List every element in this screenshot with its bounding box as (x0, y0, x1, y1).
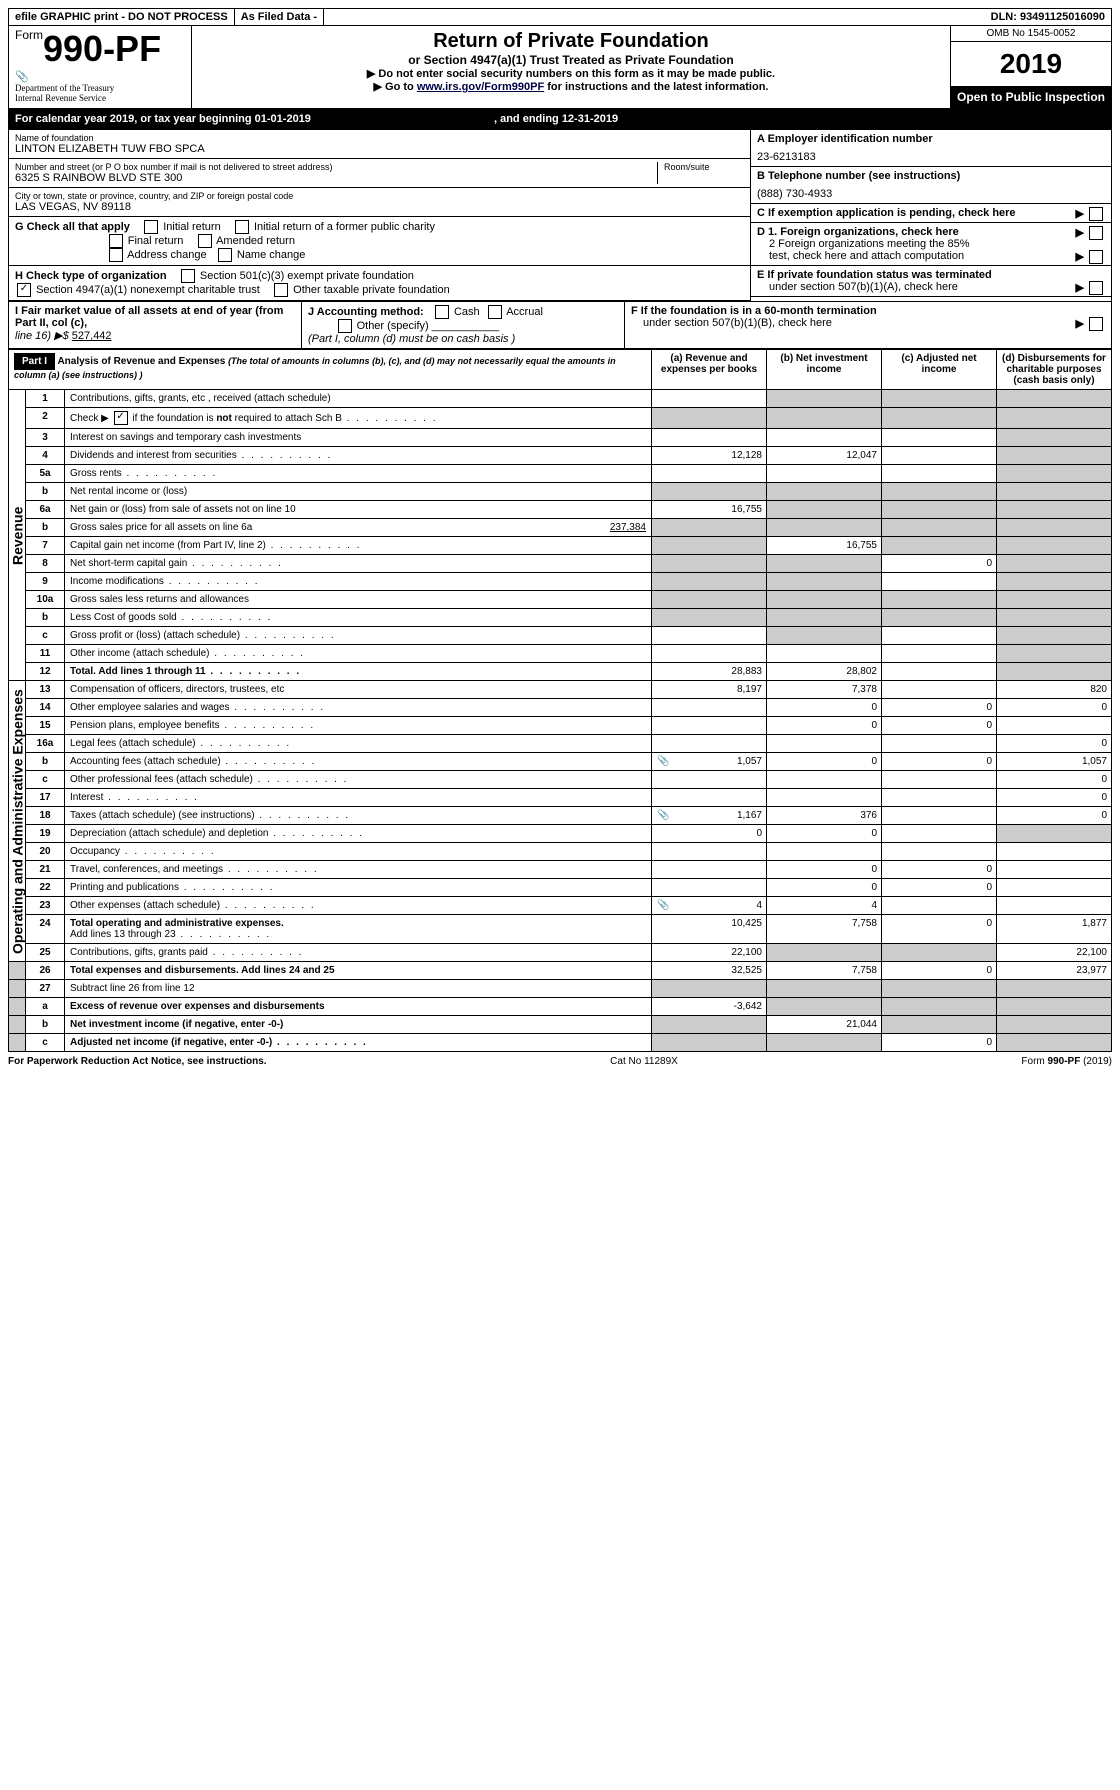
attach-icon[interactable]: 📎 (657, 756, 669, 767)
initial-former-check[interactable] (235, 220, 249, 234)
attach-icon[interactable]: 📎 (657, 900, 669, 911)
part1-title: Analysis of Revenue and Expenses (57, 356, 225, 367)
form-number: 990-PF (43, 28, 161, 69)
part1-table: Part I Analysis of Revenue and Expenses … (8, 349, 1112, 1052)
as-filed: As Filed Data - (235, 9, 324, 25)
city-label: City or town, state or province, country… (15, 191, 744, 201)
c-label: C If exemption application is pending, c… (757, 207, 1016, 219)
form-label: Form (15, 28, 43, 42)
cat-no: Cat No 11289X (610, 1056, 678, 1067)
other-taxable-check[interactable] (274, 283, 288, 297)
f2-label: under section 507(b)(1)(B), check here (643, 317, 832, 329)
d1-check[interactable] (1089, 226, 1103, 240)
revenue-side: Revenue (9, 390, 26, 681)
city-value: LAS VEGAS, NV 89118 (15, 201, 744, 213)
dept-treasury: Department of the Treasury (15, 83, 185, 93)
e2-label: under section 507(b)(1)(A), check here (769, 281, 958, 293)
form-title: Return of Private Foundation (196, 30, 946, 53)
j-note: (Part I, column (d) must be on cash basi… (308, 333, 515, 345)
part1-label: Part I (14, 353, 55, 370)
irs-link[interactable]: www.irs.gov/Form990PF (417, 81, 544, 93)
omb-number: OMB No 1545-0052 (951, 26, 1111, 42)
open-to-public: Open to Public Inspection (951, 86, 1111, 108)
form-header: Form990-PF 📎 Department of the Treasury … (8, 26, 1112, 109)
a-label: A Employer identification number (757, 133, 1105, 145)
fmv-value: 527,442 (72, 330, 112, 342)
top-bar: efile GRAPHIC print - DO NOT PROCESS As … (8, 8, 1112, 26)
attach-icon[interactable]: 📎 (657, 810, 669, 821)
d2b-label: test, check here and attach computation (769, 250, 964, 262)
address-change-check[interactable] (109, 248, 123, 262)
accrual-check[interactable] (488, 305, 502, 319)
e-check[interactable] (1089, 281, 1103, 295)
tax-year: 2019 (951, 42, 1111, 86)
paperwork-notice: For Paperwork Reduction Act Notice, see … (8, 1056, 267, 1067)
room-label: Room/suite (657, 162, 744, 184)
g-label: G Check all that apply (15, 221, 130, 233)
instr-ssn: ▶ Do not enter social security numbers o… (196, 67, 946, 80)
address-value: 6325 S RAINBOW BLVD STE 300 (15, 172, 657, 184)
cash-check[interactable] (435, 305, 449, 319)
instr-link: ▶ Go to www.irs.gov/Form990PF for instru… (196, 80, 946, 93)
addr-label: Number and street (or P O box number if … (15, 162, 657, 172)
d1-label: D 1. Foreign organizations, check here (757, 226, 959, 238)
other-method-check[interactable] (338, 319, 352, 333)
final-return-check[interactable] (109, 234, 123, 248)
col-d-header: (d) Disbursements for charitable purpose… (997, 350, 1112, 390)
d2-check[interactable] (1089, 250, 1103, 264)
col-c-header: (c) Adjusted net income (882, 350, 997, 390)
name-label: Name of foundation (15, 133, 744, 143)
form-subtitle: or Section 4947(a)(1) Trust Treated as P… (196, 53, 946, 67)
phone-value: (888) 730-4933 (757, 182, 1105, 200)
efile-notice: efile GRAPHIC print - DO NOT PROCESS (9, 9, 235, 25)
initial-return-check[interactable] (144, 220, 158, 234)
d2a-label: 2 Foreign organizations meeting the 85% (769, 238, 970, 250)
f1-label: F If the foundation is in a 60-month ter… (631, 305, 877, 317)
e1-label: E If private foundation status was termi… (757, 269, 992, 281)
foundation-name: LINTON ELIZABETH TUW FBO SPCA (15, 143, 744, 155)
b-label: B Telephone number (see instructions) (757, 170, 1105, 182)
h-label: H Check type of organization (15, 270, 167, 282)
4947a1-check[interactable]: ✓ (17, 283, 31, 297)
name-change-check[interactable] (218, 248, 232, 262)
i-label: I Fair market value of all assets at end… (15, 305, 283, 329)
j-label: J Accounting method: (308, 306, 424, 318)
col-b-header: (b) Net investment income (767, 350, 882, 390)
501c3-check[interactable] (181, 269, 195, 283)
expenses-side: Operating and Administrative Expenses (9, 681, 26, 962)
f-check[interactable] (1089, 317, 1103, 331)
ein-value: 23-6213183 (757, 145, 1105, 163)
dln: DLN: 93491125016090 (985, 9, 1111, 25)
form-footer: Form 990-PF (2019) (1021, 1056, 1112, 1067)
efile-icon: 📎 (15, 70, 185, 83)
dept-irs: Internal Revenue Service (15, 93, 185, 103)
c-check[interactable] (1089, 207, 1103, 221)
page-footer: For Paperwork Reduction Act Notice, see … (8, 1052, 1112, 1067)
calendar-year-row: For calendar year 2019, or tax year begi… (8, 109, 1112, 130)
amended-return-check[interactable] (198, 234, 212, 248)
col-a-header: (a) Revenue and expenses per books (652, 350, 767, 390)
